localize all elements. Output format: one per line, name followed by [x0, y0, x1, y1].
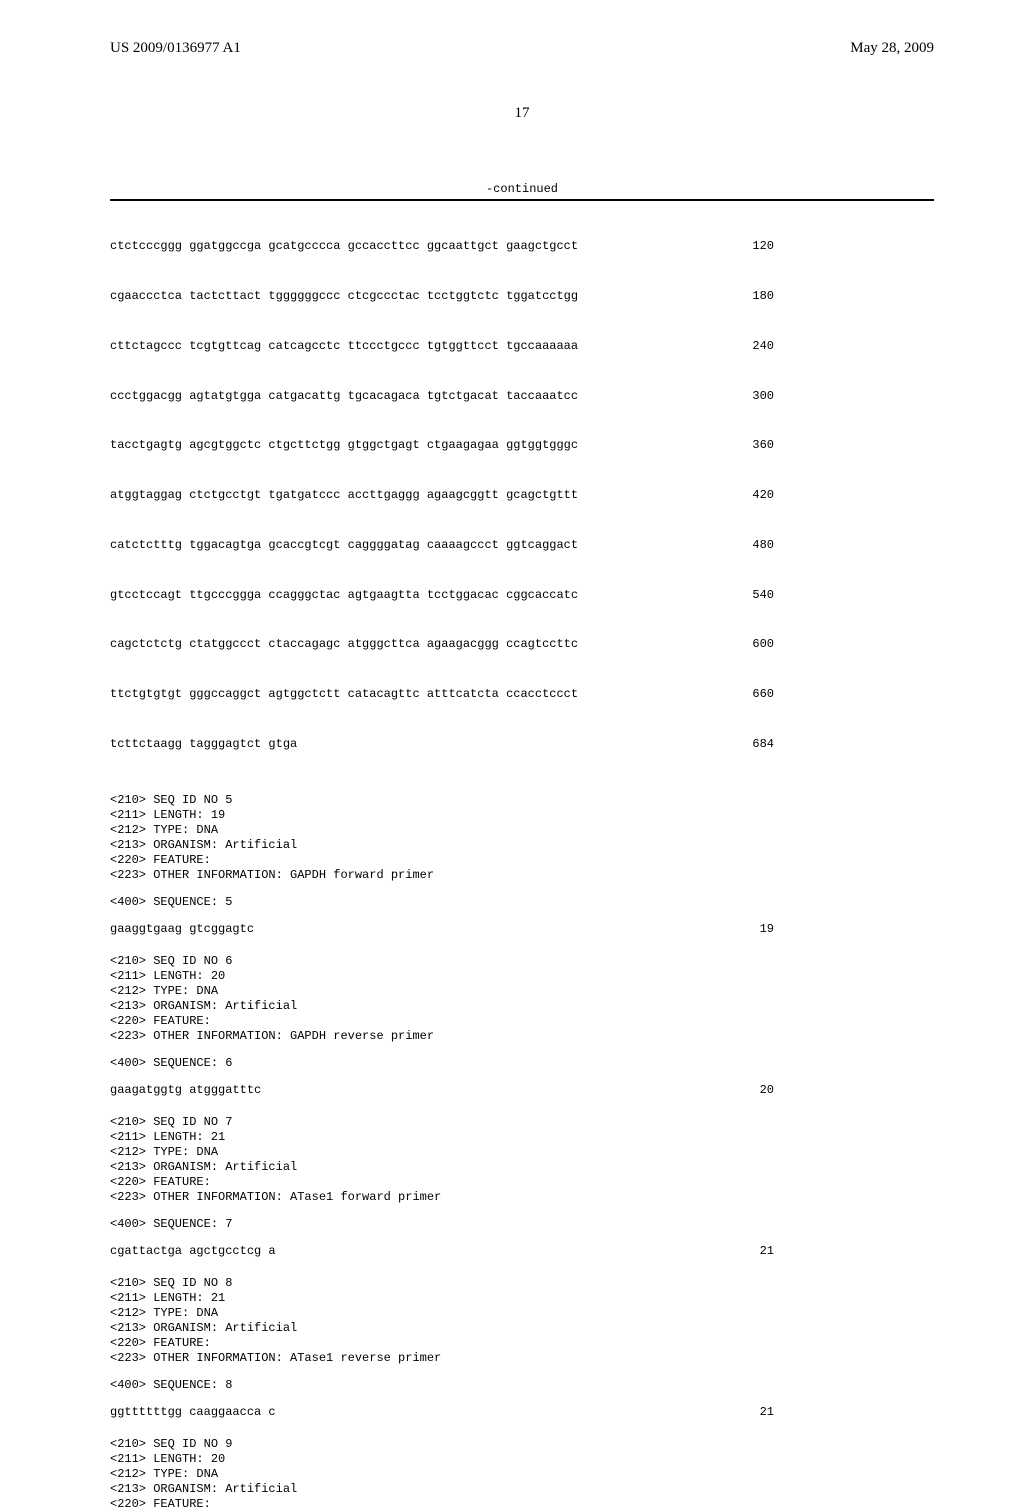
seq-pos: 540 [752, 589, 934, 602]
entry-7: <210> SEQ ID NO 7 <211> LENGTH: 21 <212>… [110, 1115, 934, 1258]
seq-pos: 20 [760, 1083, 934, 1097]
seq-pos: 19 [760, 922, 934, 936]
seq-line: cagctctctg ctatggccct ctaccagagc atgggct… [110, 638, 578, 651]
seq-line: catctctttg tggacagtga gcaccgtcgt cagggga… [110, 539, 578, 552]
entry-6: <210> SEQ ID NO 6 <211> LENGTH: 20 <212>… [110, 954, 934, 1097]
page-number: 17 [110, 105, 934, 122]
seq-text: gaaggtgaag gtcggagtc [110, 922, 254, 936]
rule-top [110, 199, 934, 201]
seq-meta: <210> SEQ ID NO 5 <211> LENGTH: 19 <212>… [110, 793, 934, 883]
seq-label: <400> SEQUENCE: 5 [110, 895, 934, 910]
seq-pos: 240 [752, 340, 934, 353]
seq-pos: 180 [752, 290, 934, 303]
seq-meta: <210> SEQ ID NO 9 <211> LENGTH: 20 <212>… [110, 1437, 934, 1512]
seq-meta: <210> SEQ ID NO 6 <211> LENGTH: 20 <212>… [110, 954, 934, 1044]
seq-label: <400> SEQUENCE: 7 [110, 1217, 934, 1232]
seq-text: gaagatggtg atgggatttc [110, 1083, 261, 1097]
seq-line: tacctgagtg agcgtggctc ctgcttctgg gtggctg… [110, 439, 578, 452]
seq-pos: 21 [760, 1244, 934, 1258]
seq-label: <400> SEQUENCE: 6 [110, 1056, 934, 1071]
publication-number: US 2009/0136977 A1 [110, 40, 241, 57]
seq-pos: 360 [752, 439, 934, 452]
entry-8: <210> SEQ ID NO 8 <211> LENGTH: 21 <212>… [110, 1276, 934, 1419]
publication-date: May 28, 2009 [850, 40, 934, 57]
seq-text: cgattactga agctgcctcg a [110, 1244, 276, 1258]
seq-line: cttctagccc tcgtgttcag catcagcctc ttccctg… [110, 340, 578, 353]
seq-pos: 480 [752, 539, 934, 552]
seq-pos: 420 [752, 489, 934, 502]
seq-pos: 300 [752, 390, 934, 403]
seq-label: <400> SEQUENCE: 8 [110, 1378, 934, 1393]
seq-pos: 600 [752, 638, 934, 651]
seq-line: ttctgtgtgt gggccaggct agtggctctt catacag… [110, 688, 578, 701]
seq-pos: 120 [752, 240, 934, 253]
top-sequence-block: ctctcccggg ggatggccga gcatgcccca gccacct… [110, 215, 934, 775]
seq-line: cgaaccctca tactcttact tggggggccc ctcgccc… [110, 290, 578, 303]
entry-5: <210> SEQ ID NO 5 <211> LENGTH: 19 <212>… [110, 793, 934, 936]
seq-pos: 660 [752, 688, 934, 701]
seq-line: gtcctccagt ttgcccggga ccagggctac agtgaag… [110, 589, 578, 602]
seq-meta: <210> SEQ ID NO 8 <211> LENGTH: 21 <212>… [110, 1276, 934, 1366]
seq-line: ctctcccggg ggatggccga gcatgcccca gccacct… [110, 240, 578, 253]
seq-line: tcttctaagg tagggagtct gtga [110, 738, 297, 751]
seq-line: atggtaggag ctctgcctgt tgatgatccc accttga… [110, 489, 578, 502]
seq-pos: 21 [760, 1405, 934, 1419]
page-header: US 2009/0136977 A1 May 28, 2009 [110, 40, 934, 57]
seq-line: ccctggacgg agtatgtgga catgacattg tgcacag… [110, 390, 578, 403]
entry-9: <210> SEQ ID NO 9 <211> LENGTH: 20 <212>… [110, 1437, 934, 1512]
seq-meta: <210> SEQ ID NO 7 <211> LENGTH: 21 <212>… [110, 1115, 934, 1205]
continued-label: -continued [110, 182, 934, 196]
seq-pos: 684 [752, 738, 934, 751]
seq-text: ggttttttgg caaggaacca c [110, 1405, 276, 1419]
